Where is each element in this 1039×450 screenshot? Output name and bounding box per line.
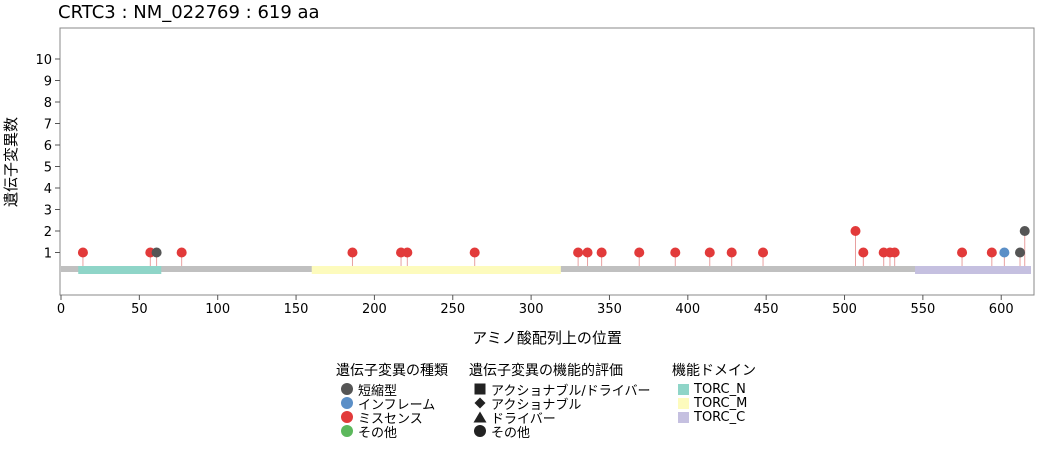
- legend-title: 遺伝子変異の機能的評価: [469, 363, 623, 379]
- points-layer: [77, 226, 1030, 258]
- legend-mutation-type: 遺伝子変異の種類 短縮型 インフレーム ミスセンス その他: [336, 360, 448, 441]
- mutation-point: [889, 247, 900, 258]
- legend-functional: 遺伝子変異の機能的評価 アクショナブル/ドライバー アクショナブル ドライバー …: [469, 360, 651, 441]
- legend-item: TORC_N: [672, 381, 756, 397]
- y-tick-label: 7: [44, 118, 52, 133]
- mutation-point: [670, 247, 681, 258]
- triangle-icon: [473, 411, 487, 423]
- mutation-point: [726, 247, 737, 258]
- y-tick-label: 3: [44, 204, 52, 219]
- x-tick-label: 250: [440, 302, 465, 317]
- mutation-point: [850, 226, 861, 236]
- torc-c-swatch-icon: [677, 411, 689, 423]
- y-tick-label: 8: [44, 96, 52, 111]
- mutation-point: [77, 247, 88, 258]
- lollipop-chart: CRTC3 : NM_022769 : 619 aa 0 50 100 150 200 2…: [2, 2, 1035, 347]
- missense-color-icon: [341, 411, 353, 423]
- x-tick-label: 100: [205, 302, 230, 317]
- legend-item: アクショナブル/ドライバー: [469, 382, 651, 399]
- y-tick-label: 10: [35, 53, 52, 68]
- truncating-color-icon: [341, 383, 353, 395]
- mutation-point: [582, 247, 593, 258]
- mutation-point: [402, 247, 413, 258]
- x-axis-label: アミノ酸配列上の位置: [472, 329, 622, 347]
- legend-label: インフレーム: [358, 397, 436, 413]
- mutation-point: [1019, 226, 1030, 236]
- legend-label: ミスセンス: [358, 411, 423, 427]
- legend-label: ドライバー: [491, 411, 556, 427]
- mutation-point: [704, 247, 715, 258]
- legend-domains: 機能ドメイン TORC_N TORC_M TORC_C: [672, 360, 756, 425]
- legend-item: TORC_C: [672, 409, 756, 425]
- legend-item: その他: [336, 424, 448, 441]
- legend-item: 短縮型: [336, 382, 448, 399]
- legend-label: アクショナブル: [491, 397, 582, 413]
- y-tick-label: 5: [44, 161, 52, 176]
- mutation-point: [1015, 247, 1026, 258]
- mutation-point: [573, 247, 584, 258]
- y-axis-label: 遺伝子変異数: [2, 117, 20, 207]
- y-axis: 1 2 3 4 5 6 7 8 9 10: [35, 53, 60, 262]
- y-tick-label: 6: [44, 139, 52, 154]
- domains-layer: [61, 266, 1031, 274]
- mutation-point: [347, 247, 358, 258]
- legend-label: その他: [358, 425, 398, 441]
- x-tick-label: 550: [910, 302, 935, 317]
- chart-title: CRTC3 : NM_022769 : 619 aa: [58, 2, 320, 23]
- legend-label: TORC_M: [694, 395, 748, 411]
- mutation-point: [176, 247, 187, 258]
- y-tick-label: 9: [44, 75, 52, 90]
- mutation-point: [469, 247, 480, 258]
- circle-icon: [474, 425, 486, 437]
- x-axis: 0 50 100 150 200 250 300 350 400 450 500 550 600: [57, 294, 1034, 317]
- legend-item: ミスセンス: [336, 410, 448, 427]
- x-tick-label: 300: [519, 302, 544, 317]
- mutation-point: [596, 247, 607, 258]
- legend-title: 遺伝子変異の種類: [336, 363, 448, 379]
- legend-label: TORC_N: [694, 381, 746, 397]
- legend-label: アクショナブル/ドライバー: [491, 383, 651, 399]
- diamond-icon: [474, 397, 486, 409]
- mutation-point: [999, 247, 1010, 258]
- y-tick-label: 4: [44, 182, 52, 197]
- inframe-color-icon: [341, 397, 353, 409]
- domain-torc-n: [78, 266, 162, 274]
- legend-item: TORC_M: [672, 395, 756, 411]
- square-icon: [474, 383, 486, 395]
- y-tick-label: 1: [44, 247, 52, 262]
- mutation-point: [858, 247, 869, 258]
- legend-item: インフレーム: [336, 396, 448, 413]
- legend-title: 機能ドメイン: [672, 363, 756, 379]
- domain-torc-c: [915, 266, 1031, 274]
- x-tick-label: 600: [989, 302, 1014, 317]
- y-tick-label: 2: [44, 225, 52, 240]
- torc-m-swatch-icon: [677, 397, 689, 409]
- x-tick-label: 400: [675, 302, 700, 317]
- other-color-icon: [341, 425, 353, 437]
- x-tick-label: 150: [284, 302, 309, 317]
- legend-label: その他: [491, 425, 531, 441]
- legend-item: アクショナブル: [469, 396, 650, 413]
- legend-item: ドライバー: [469, 410, 650, 427]
- mutation-point: [634, 247, 645, 258]
- mutation-point: [758, 247, 769, 258]
- x-tick-label: 350: [597, 302, 622, 317]
- x-tick-label: 0: [57, 302, 65, 317]
- legend-label: 短縮型: [358, 383, 398, 399]
- x-tick-label: 200: [362, 302, 387, 317]
- mutation-point: [151, 247, 162, 258]
- x-tick-label: 450: [754, 302, 779, 317]
- x-tick-label: 500: [832, 302, 857, 317]
- torc-n-swatch-icon: [677, 383, 689, 395]
- mutation-point: [986, 247, 997, 258]
- legend-item: その他: [469, 424, 650, 441]
- domain-torc-m: [311, 266, 561, 274]
- mutation-point: [957, 247, 968, 258]
- x-tick-label: 50: [131, 302, 148, 317]
- legend-label: TORC_C: [694, 409, 746, 425]
